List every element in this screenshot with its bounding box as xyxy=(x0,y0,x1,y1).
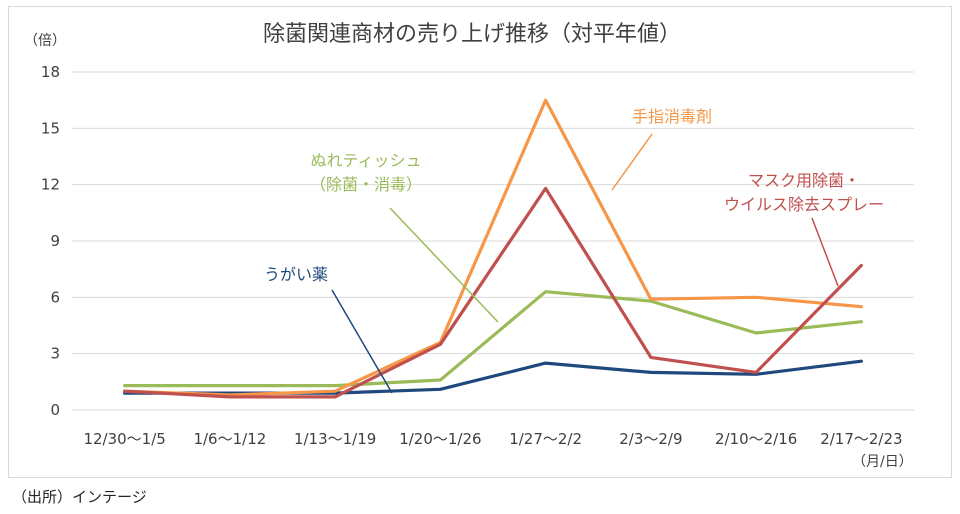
x-axis-unit: （月/日） xyxy=(852,454,913,470)
chart-frame xyxy=(8,6,952,478)
x-tick-label: 2/17〜2/23 xyxy=(820,430,902,448)
x-tick-label: 1/6〜1/12 xyxy=(193,430,266,448)
y-tick-label: 0 xyxy=(50,401,60,419)
x-tick-label: 1/13〜1/19 xyxy=(294,430,376,448)
y-tick-label: 18 xyxy=(41,63,60,81)
y-tick-label: 12 xyxy=(41,176,60,194)
x-tick-label: 2/10〜2/16 xyxy=(715,430,797,448)
series-line-4 xyxy=(122,186,864,399)
y-tick-label: 9 xyxy=(50,232,60,250)
x-tick-label: 2/3〜2/9 xyxy=(619,430,682,448)
series-label-4: マスク用除菌・ xyxy=(748,171,860,190)
series-line-3 xyxy=(122,98,864,397)
series-label-1: うがい薬 xyxy=(264,265,328,284)
y-tick-label: 6 xyxy=(50,288,60,306)
series-label-4: ウイルス除去スプレー xyxy=(724,195,884,214)
series-leader-line-3 xyxy=(611,133,653,191)
series-label-2: （除菌・消毒） xyxy=(310,175,422,194)
chart-title: 除菌関連商材の売り上げ推移（対平年値） xyxy=(262,22,681,47)
line-chart: 0 3 6 9 12 15 18 12/30〜1/5 1/6〜1/12 1/13〜1/19 1/20… xyxy=(41,63,914,448)
series-label-3: 手指消毒剤 xyxy=(632,107,712,126)
series-label-2: ぬれティッシュ xyxy=(310,151,421,170)
series-line-1 xyxy=(122,359,864,395)
y-tick-label: 3 xyxy=(50,345,60,363)
source-note: （出所）インテージ xyxy=(12,488,147,506)
x-tick-label: 12/30〜1/5 xyxy=(83,430,165,448)
series-leader-line-2 xyxy=(389,207,499,323)
x-tick-label: 1/20〜1/26 xyxy=(399,430,481,448)
y-axis-unit: （倍） xyxy=(24,33,66,49)
y-tick-label: 15 xyxy=(41,119,60,137)
series-leader-line-1 xyxy=(331,289,393,394)
series-leader-line-4 xyxy=(811,217,839,287)
series-line-2 xyxy=(122,290,864,388)
x-tick-label: 1/27〜2/2 xyxy=(509,430,582,448)
